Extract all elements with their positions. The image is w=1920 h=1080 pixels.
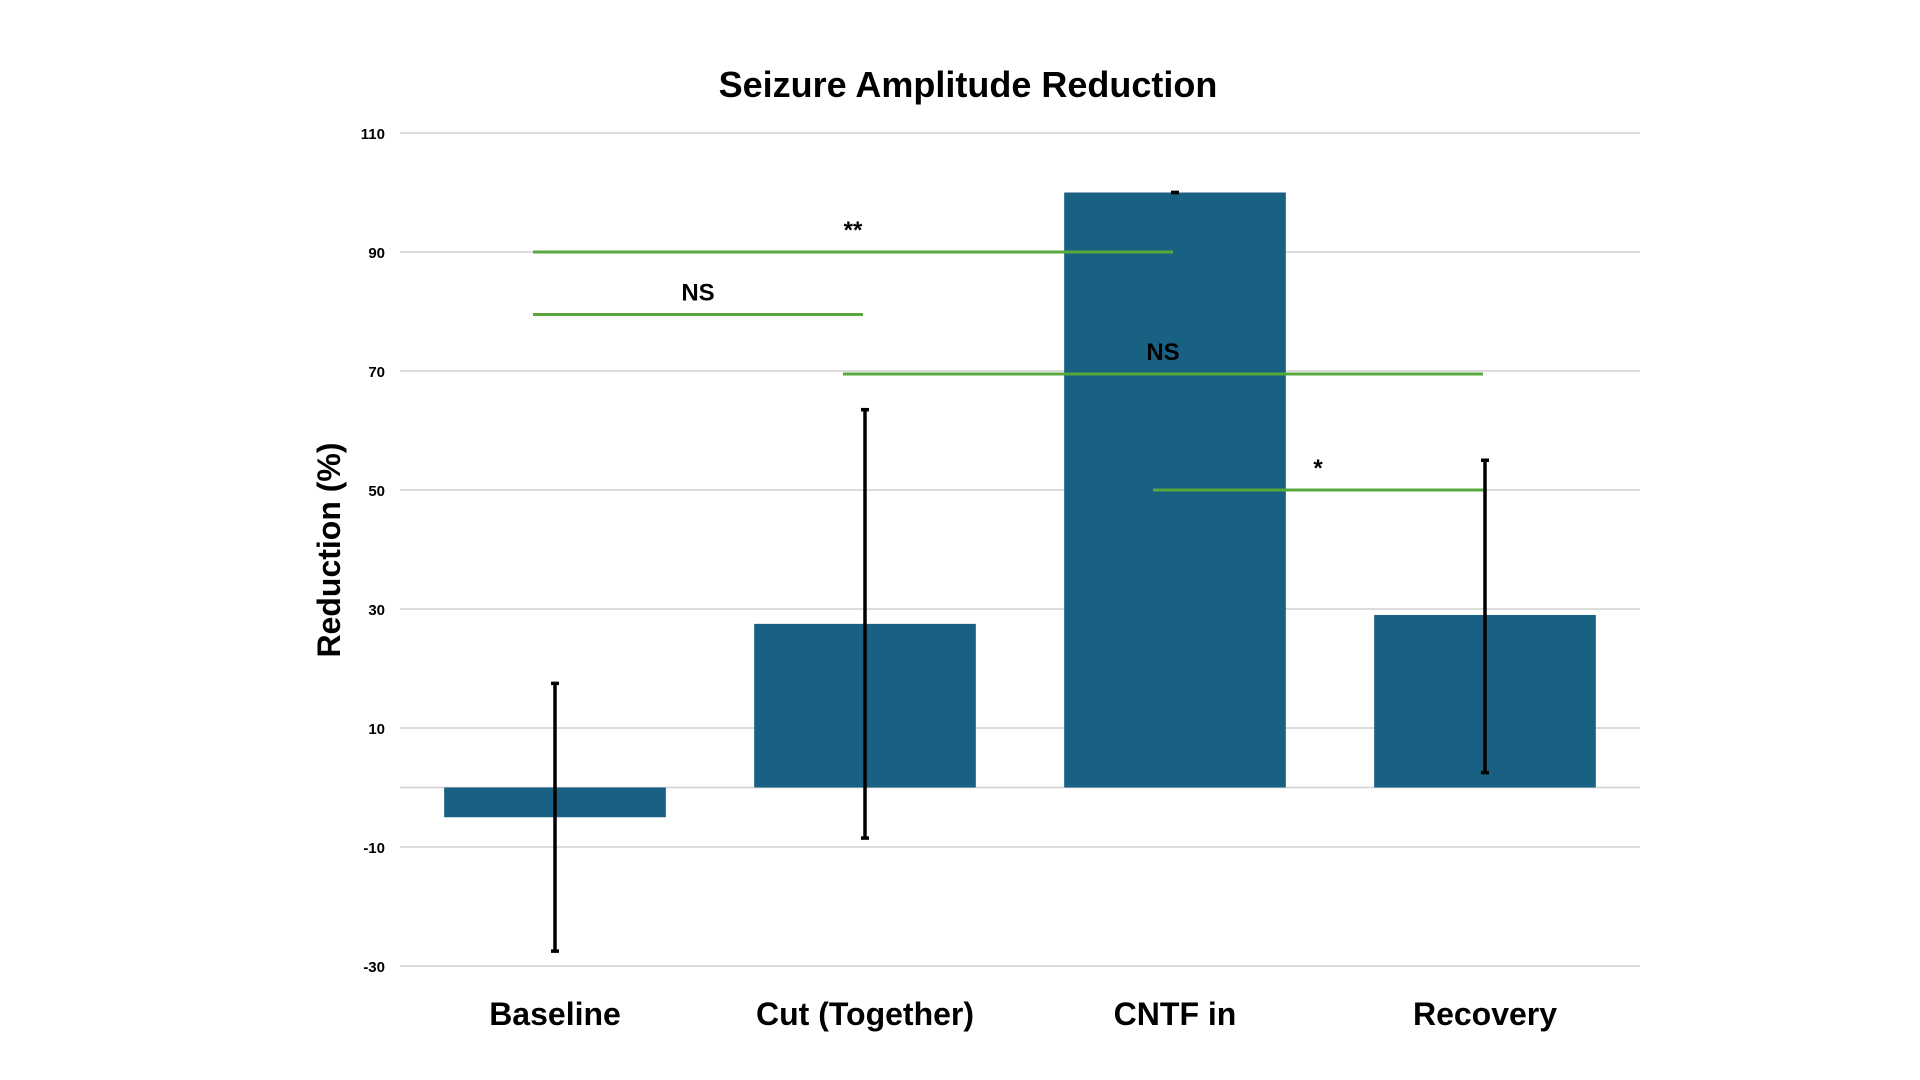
significance-label: NS	[681, 279, 714, 306]
bars	[444, 192, 1596, 818]
x-tick-label: Recovery	[1413, 996, 1557, 1032]
y-tick-label: -10	[363, 840, 385, 857]
significance-brackets: ** NS NS *	[533, 217, 1483, 492]
significance-label: *	[1313, 455, 1323, 482]
y-axis-ticks: 110 90 70 50 30 10 -10 -30	[361, 126, 385, 976]
error-bars	[551, 190, 1489, 953]
y-axis-label: Reduction (%)	[311, 442, 347, 657]
y-tick-label: 30	[368, 602, 385, 619]
chart-title: Seizure Amplitude Reduction	[719, 64, 1218, 105]
significance-label: **	[844, 217, 863, 244]
y-tick-label: 110	[361, 126, 385, 143]
y-tick-label: 10	[368, 721, 385, 738]
y-tick-label: 50	[368, 483, 385, 500]
y-tick-label: -30	[363, 959, 385, 976]
x-tick-label: Cut (Together)	[756, 996, 974, 1032]
y-tick-label: 70	[368, 364, 385, 381]
x-tick-label: CNTF in	[1114, 996, 1237, 1032]
x-axis-ticks: Baseline Cut (Together) CNTF in Recovery	[489, 996, 1557, 1032]
x-tick-label: Baseline	[489, 996, 621, 1032]
y-tick-label: 90	[368, 245, 385, 262]
significance-label: NS	[1146, 339, 1179, 366]
gridlines	[400, 132, 1640, 967]
